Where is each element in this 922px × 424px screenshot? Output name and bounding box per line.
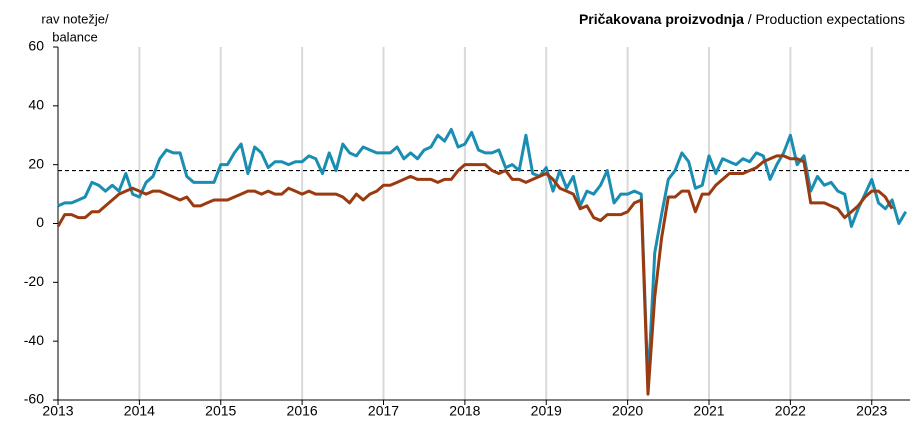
y-axis-label: rav notežje/: [41, 11, 109, 26]
x-tick-label: 2017: [368, 403, 399, 419]
series-line: [57, 127, 907, 387]
x-tick-label: 2016: [287, 403, 318, 419]
y-tick-label: 60: [28, 38, 44, 54]
x-tick-label: 2023: [856, 403, 887, 419]
title-en: / Production expectations: [748, 11, 905, 27]
x-tick-label: 2021: [693, 403, 724, 419]
x-tick-label: 2018: [449, 403, 480, 419]
y-tick-label: 40: [28, 97, 44, 113]
series-line: [56, 154, 894, 396]
x-tick-label: 2015: [205, 403, 236, 419]
y-tick-label: -20: [24, 273, 44, 289]
y-axis-label: balance: [52, 29, 98, 44]
y-tick-label: -40: [24, 332, 44, 348]
y-tick-label: 20: [28, 155, 44, 171]
x-tick-label: 2022: [775, 403, 806, 419]
x-tick-label: 2020: [612, 403, 643, 419]
y-tick-label: 0: [36, 214, 44, 230]
chart-title: Pričakovana proizvodnja / Production exp…: [579, 11, 905, 27]
x-tick-label: 2014: [124, 403, 155, 419]
x-tick-label: 2013: [42, 403, 73, 419]
x-tick-label: 2019: [531, 403, 562, 419]
title-sl: Pričakovana proizvodnja: [579, 11, 744, 27]
y-tick-label: -60: [24, 391, 44, 407]
